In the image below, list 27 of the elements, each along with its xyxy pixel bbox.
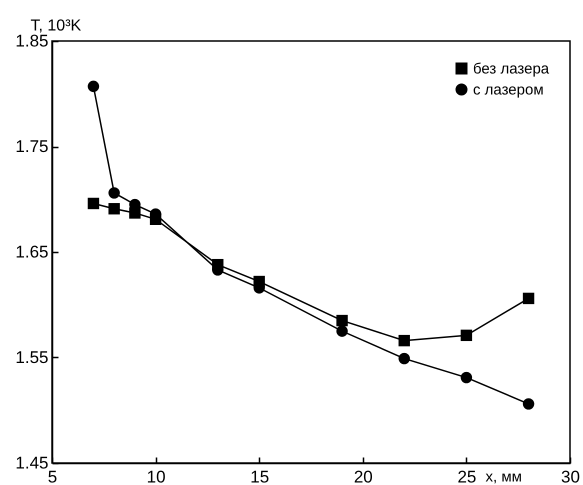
point xyxy=(108,187,120,199)
point xyxy=(88,198,100,210)
point xyxy=(460,372,472,384)
point xyxy=(522,292,534,304)
y-tick-label: 1.45 xyxy=(15,454,48,472)
y-tick-label: 1.65 xyxy=(15,242,48,262)
y-tick-label: 1.55 xyxy=(15,348,48,367)
x-tick-label: 15 xyxy=(250,468,270,485)
point xyxy=(460,330,472,342)
y-axis-title: T, 10³K xyxy=(30,18,82,34)
point xyxy=(522,398,534,410)
point xyxy=(398,334,410,346)
legend-label: с лазером xyxy=(473,82,544,98)
y-tick-label: 1.85 xyxy=(15,32,48,50)
x-axis-title: x, мм xyxy=(486,468,522,485)
x-tick-label: 5 xyxy=(48,468,58,485)
point xyxy=(398,352,410,364)
point xyxy=(108,203,120,214)
point xyxy=(336,314,348,326)
point xyxy=(88,80,100,92)
x-tick-label: 25 xyxy=(457,468,476,485)
legend-label: без лазера xyxy=(473,60,550,78)
x-tick-label: 20 xyxy=(354,468,373,485)
point xyxy=(336,325,348,337)
x-tick-label: 30 xyxy=(561,468,580,485)
y-tick-label: 1.75 xyxy=(15,137,48,156)
x-tick-label: 10 xyxy=(146,468,166,485)
